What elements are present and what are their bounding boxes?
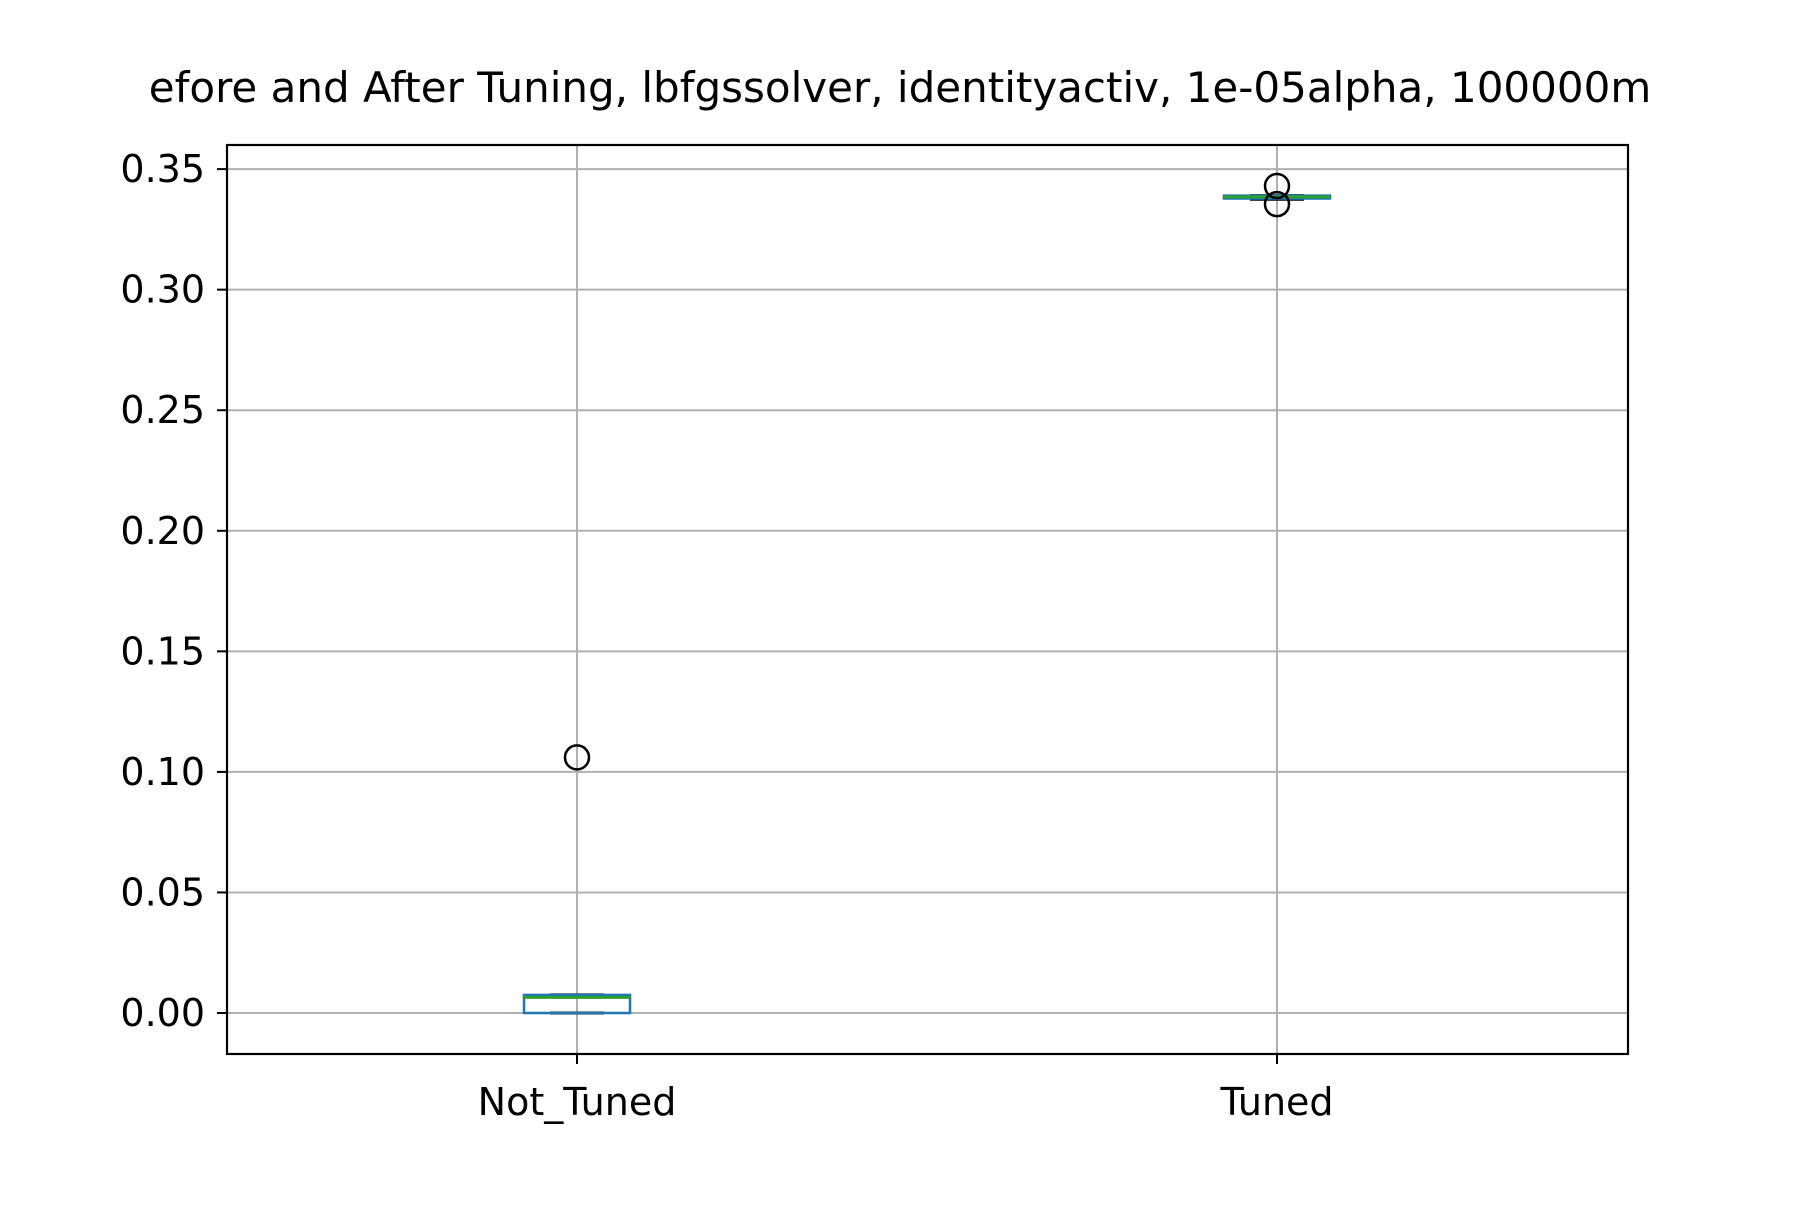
box-iqr xyxy=(522,993,632,1015)
y-tick-label: 0.35 xyxy=(120,147,205,191)
box-series xyxy=(522,172,1332,1015)
x-tick-label: Not_Tuned xyxy=(478,1080,677,1124)
y-tick-label: 0.10 xyxy=(120,750,205,794)
outlier-point xyxy=(563,744,591,771)
outlier-point xyxy=(1263,190,1291,218)
plot-area-frame xyxy=(225,143,1630,1056)
y-tick-label: 0.20 xyxy=(120,509,205,553)
y-tick-label: 0.30 xyxy=(120,268,205,312)
y-tick-label: 0.00 xyxy=(120,991,205,1035)
y-tick-label: 0.15 xyxy=(120,629,205,673)
outlier-point xyxy=(1263,172,1291,200)
grid-lines xyxy=(227,145,1628,1054)
y-tick-label: 0.05 xyxy=(120,870,205,914)
chart-title: efore and After Tuning, lbfgssolver, ide… xyxy=(149,63,1651,112)
x-tick-label: Tuned xyxy=(1219,1080,1333,1124)
y-tick-label: 0.25 xyxy=(120,388,205,432)
axis-ticks: 0.00 0.05 0.10 0.15 0.20 0.25 0.30 0.35 Not_Tune… xyxy=(120,147,1333,1124)
